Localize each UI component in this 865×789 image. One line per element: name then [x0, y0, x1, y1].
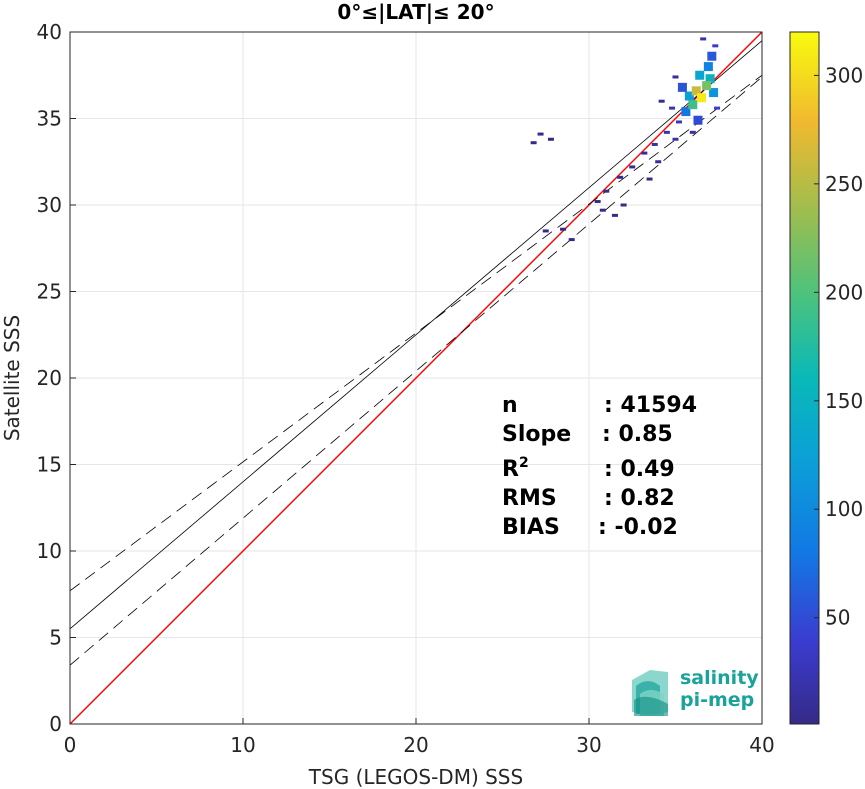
- y-tick-labels: 0 5 10 15 20 25 30 35 40: [37, 20, 76, 736]
- chart-title: 0°≤|LAT|≤ 20°: [337, 0, 494, 24]
- y-tick-label: 25: [37, 280, 62, 304]
- colorbar: [789, 31, 820, 725]
- density-point: [705, 74, 715, 84]
- y-tick-label: 15: [37, 453, 62, 477]
- density-point: [693, 115, 703, 125]
- density-point: [646, 177, 653, 181]
- density-point: [611, 213, 618, 217]
- colorbar-tick-label: 100: [825, 497, 863, 521]
- density-point: [620, 203, 627, 207]
- stat-label: BIAS: [502, 515, 560, 540]
- density-point: [547, 137, 554, 141]
- x-tick-label: 20: [403, 733, 428, 757]
- colorbar-tick-label: 250: [825, 172, 863, 196]
- x-tick-label: 40: [749, 733, 774, 757]
- density-point: [599, 208, 606, 212]
- density-point: [709, 88, 719, 98]
- density-point: [695, 70, 705, 80]
- density-point: [542, 229, 549, 233]
- logo-line2: pi-mep: [680, 689, 754, 711]
- density-point: [651, 142, 658, 146]
- density-points: [530, 37, 721, 242]
- stat-label: n: [502, 393, 518, 418]
- density-point: [714, 106, 721, 110]
- stat-label: RMS: [502, 486, 557, 511]
- colorbar-tick-label: 50: [825, 606, 850, 630]
- density-point: [655, 160, 662, 164]
- y-tick-label: 35: [37, 107, 62, 131]
- density-point: [689, 130, 696, 134]
- stat-value: : 0.49: [604, 457, 675, 482]
- stat-value: : 41594: [604, 393, 697, 418]
- colorbar-tick-label: 200: [825, 280, 863, 304]
- density-point: [696, 93, 706, 103]
- identity-line: [69, 31, 763, 725]
- density-point: [691, 86, 701, 96]
- colorbar-tick-label: 150: [825, 389, 863, 413]
- logo: salinity pi-mep: [632, 667, 759, 716]
- density-point: [707, 51, 717, 61]
- density-point: [672, 137, 679, 141]
- stat-value: : 0.85: [602, 422, 673, 447]
- y-tick-label: 10: [37, 539, 62, 563]
- colorbar-tick-labels: 50 100 150 200 250 300: [814, 63, 863, 630]
- y-tick-label: 30: [37, 193, 62, 217]
- y-tick-label: 40: [37, 20, 62, 44]
- density-point: [530, 141, 537, 145]
- x-tick-label: 10: [230, 733, 255, 757]
- y-tick-label: 20: [37, 366, 62, 390]
- density-point: [629, 165, 636, 169]
- stat-label: Slope: [502, 422, 571, 447]
- density-point: [677, 82, 687, 92]
- density-point: [594, 200, 601, 204]
- density-point: [617, 175, 624, 179]
- y-tick-label: 0: [49, 712, 62, 736]
- y-tick-label: 5: [49, 626, 62, 650]
- density-point: [641, 151, 648, 155]
- stat-value: : -0.02: [598, 515, 678, 540]
- density-point: [537, 132, 544, 136]
- density-point: [688, 100, 698, 110]
- density-point: [684, 91, 694, 101]
- density-point: [672, 75, 679, 79]
- x-tick-labels: 0 10 20 30 40: [64, 718, 775, 757]
- density-point: [603, 189, 610, 193]
- density-point: [681, 107, 691, 117]
- density-point: [663, 130, 670, 134]
- x-axis-label: TSG (LEGOS-DM) SSS: [308, 765, 523, 789]
- density-point: [658, 99, 665, 103]
- density-point: [669, 106, 676, 110]
- upper-bound-line: [69, 74, 763, 592]
- density-point: [560, 227, 567, 231]
- density-point: [675, 120, 682, 124]
- x-tick-label: 0: [64, 733, 77, 757]
- logo-line1: salinity: [680, 667, 759, 689]
- density-point: [702, 81, 712, 91]
- density-point: [700, 37, 707, 41]
- x-tick-label: 30: [576, 733, 601, 757]
- y-axis-label: Satellite SSS: [0, 315, 24, 441]
- logo-waves-icon: [632, 670, 668, 716]
- density-point: [568, 238, 575, 242]
- regression-line: [69, 40, 763, 630]
- colorbar-tick-label: 300: [825, 63, 863, 87]
- density-point: [712, 44, 719, 48]
- stat-value: : 0.82: [604, 486, 675, 511]
- reference-lines: [69, 31, 763, 725]
- density-point: [703, 62, 713, 72]
